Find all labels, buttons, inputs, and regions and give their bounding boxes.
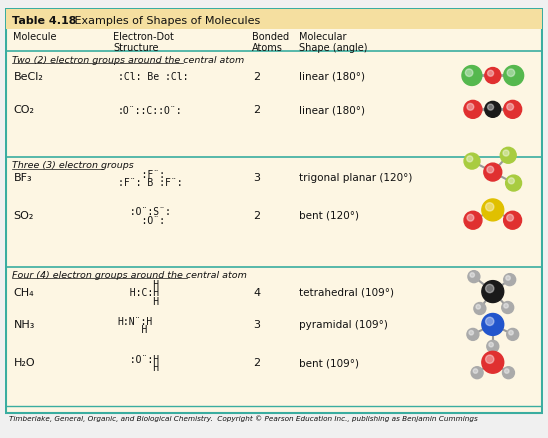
- Circle shape: [467, 156, 473, 162]
- Circle shape: [464, 101, 482, 119]
- Text: :Cl: Be :Cl:: :Cl: Be :Cl:: [118, 72, 189, 82]
- FancyBboxPatch shape: [7, 10, 541, 30]
- Circle shape: [482, 314, 504, 336]
- Text: Four (4) electron groups around the central atom: Four (4) electron groups around the cent…: [13, 270, 247, 279]
- Circle shape: [486, 318, 494, 326]
- Text: 4: 4: [254, 287, 261, 297]
- Circle shape: [467, 215, 474, 222]
- Circle shape: [507, 215, 513, 222]
- Text: H₂O: H₂O: [14, 357, 35, 367]
- Text: Electron-Dot
Structure: Electron-Dot Structure: [113, 32, 174, 53]
- Circle shape: [467, 328, 479, 341]
- Text: Molecule: Molecule: [14, 32, 57, 42]
- Text: 2: 2: [254, 210, 261, 220]
- Circle shape: [474, 303, 486, 315]
- Text: linear (180°): linear (180°): [299, 71, 365, 81]
- Circle shape: [485, 102, 501, 118]
- Circle shape: [488, 105, 494, 111]
- Circle shape: [504, 101, 522, 119]
- Circle shape: [504, 304, 509, 308]
- Circle shape: [482, 200, 504, 221]
- Text: Timberlake, General, Organic, and Biological Chemistry.  Copyright © Pearson Edu: Timberlake, General, Organic, and Biolog…: [9, 414, 478, 421]
- Text: linear (180°): linear (180°): [299, 105, 365, 115]
- Circle shape: [503, 151, 509, 157]
- Circle shape: [489, 343, 493, 347]
- Text: CH₄: CH₄: [14, 287, 34, 297]
- Text: NH₃: NH₃: [14, 320, 35, 330]
- Circle shape: [506, 276, 510, 281]
- Circle shape: [507, 104, 513, 111]
- Text: :F̈: B :F̈:: :F̈: B :F̈:: [118, 178, 182, 187]
- Circle shape: [504, 274, 516, 286]
- Circle shape: [482, 281, 504, 303]
- Text: bent (120°): bent (120°): [299, 210, 359, 220]
- Text: Table 4.18: Table 4.18: [13, 16, 77, 26]
- Text: CO₂: CO₂: [14, 105, 35, 115]
- Text: pyramidal (109°): pyramidal (109°): [299, 320, 388, 330]
- Text: 2: 2: [254, 71, 261, 81]
- Circle shape: [488, 71, 494, 77]
- Text: Three (3) electron groups: Three (3) electron groups: [13, 161, 134, 170]
- Text: tetrahedral (109°): tetrahedral (109°): [299, 287, 394, 297]
- Text: bent (109°): bent (109°): [299, 357, 359, 367]
- Text: trigonal planar (120°): trigonal planar (120°): [299, 173, 412, 183]
- Circle shape: [505, 369, 509, 374]
- Text: Two (2) electron groups around the central atom: Two (2) electron groups around the centr…: [13, 56, 245, 64]
- Circle shape: [462, 67, 482, 86]
- Text: 3: 3: [254, 173, 261, 183]
- Text: H: H: [118, 296, 159, 306]
- Circle shape: [482, 352, 504, 373]
- Circle shape: [486, 285, 494, 293]
- Circle shape: [509, 331, 513, 335]
- Circle shape: [464, 154, 480, 170]
- Text: H: H: [118, 363, 159, 372]
- Circle shape: [486, 355, 494, 364]
- Text: H: H: [118, 325, 147, 335]
- Circle shape: [471, 367, 483, 379]
- Text: H:C:H: H:C:H: [118, 288, 159, 298]
- Circle shape: [470, 273, 475, 278]
- Circle shape: [506, 176, 522, 191]
- Circle shape: [487, 341, 499, 353]
- Text: 2: 2: [254, 105, 261, 115]
- Text: H:N̈:H: H:N̈:H: [118, 316, 153, 326]
- Circle shape: [467, 104, 474, 111]
- Circle shape: [485, 68, 501, 84]
- Circle shape: [503, 367, 515, 379]
- Circle shape: [487, 167, 494, 173]
- Circle shape: [468, 271, 480, 283]
- Text: 2: 2: [254, 357, 261, 367]
- Circle shape: [507, 328, 518, 341]
- Text: :Ö::C::Ö:: :Ö::C::Ö:: [118, 106, 182, 116]
- Text: Examples of Shapes of Molecules: Examples of Shapes of Molecules: [64, 16, 260, 26]
- Text: :F̈:: :F̈:: [118, 169, 165, 179]
- Text: Molecular
Shape (angle): Molecular Shape (angle): [299, 32, 367, 53]
- Circle shape: [507, 70, 515, 78]
- FancyBboxPatch shape: [7, 10, 541, 413]
- Circle shape: [473, 369, 478, 374]
- Text: :Ö:S̈:: :Ö:S̈:: [118, 207, 171, 217]
- Text: SO₂: SO₂: [14, 210, 34, 220]
- Circle shape: [502, 302, 513, 314]
- Circle shape: [504, 212, 522, 230]
- Text: :Ö:: :Ö:: [118, 215, 165, 226]
- Circle shape: [465, 70, 473, 78]
- Circle shape: [504, 67, 524, 86]
- Circle shape: [469, 331, 473, 335]
- Circle shape: [476, 305, 481, 309]
- Circle shape: [509, 178, 515, 184]
- Text: H: H: [118, 279, 159, 289]
- Text: Bonded
Atoms: Bonded Atoms: [252, 32, 289, 53]
- Text: 3: 3: [254, 320, 261, 330]
- Text: BeCl₂: BeCl₂: [14, 71, 43, 81]
- Text: BF₃: BF₃: [14, 173, 32, 183]
- Circle shape: [484, 164, 502, 182]
- Text: :Ö:H: :Ö:H: [118, 354, 159, 364]
- Circle shape: [464, 212, 482, 230]
- Circle shape: [486, 203, 494, 212]
- Circle shape: [500, 148, 516, 164]
